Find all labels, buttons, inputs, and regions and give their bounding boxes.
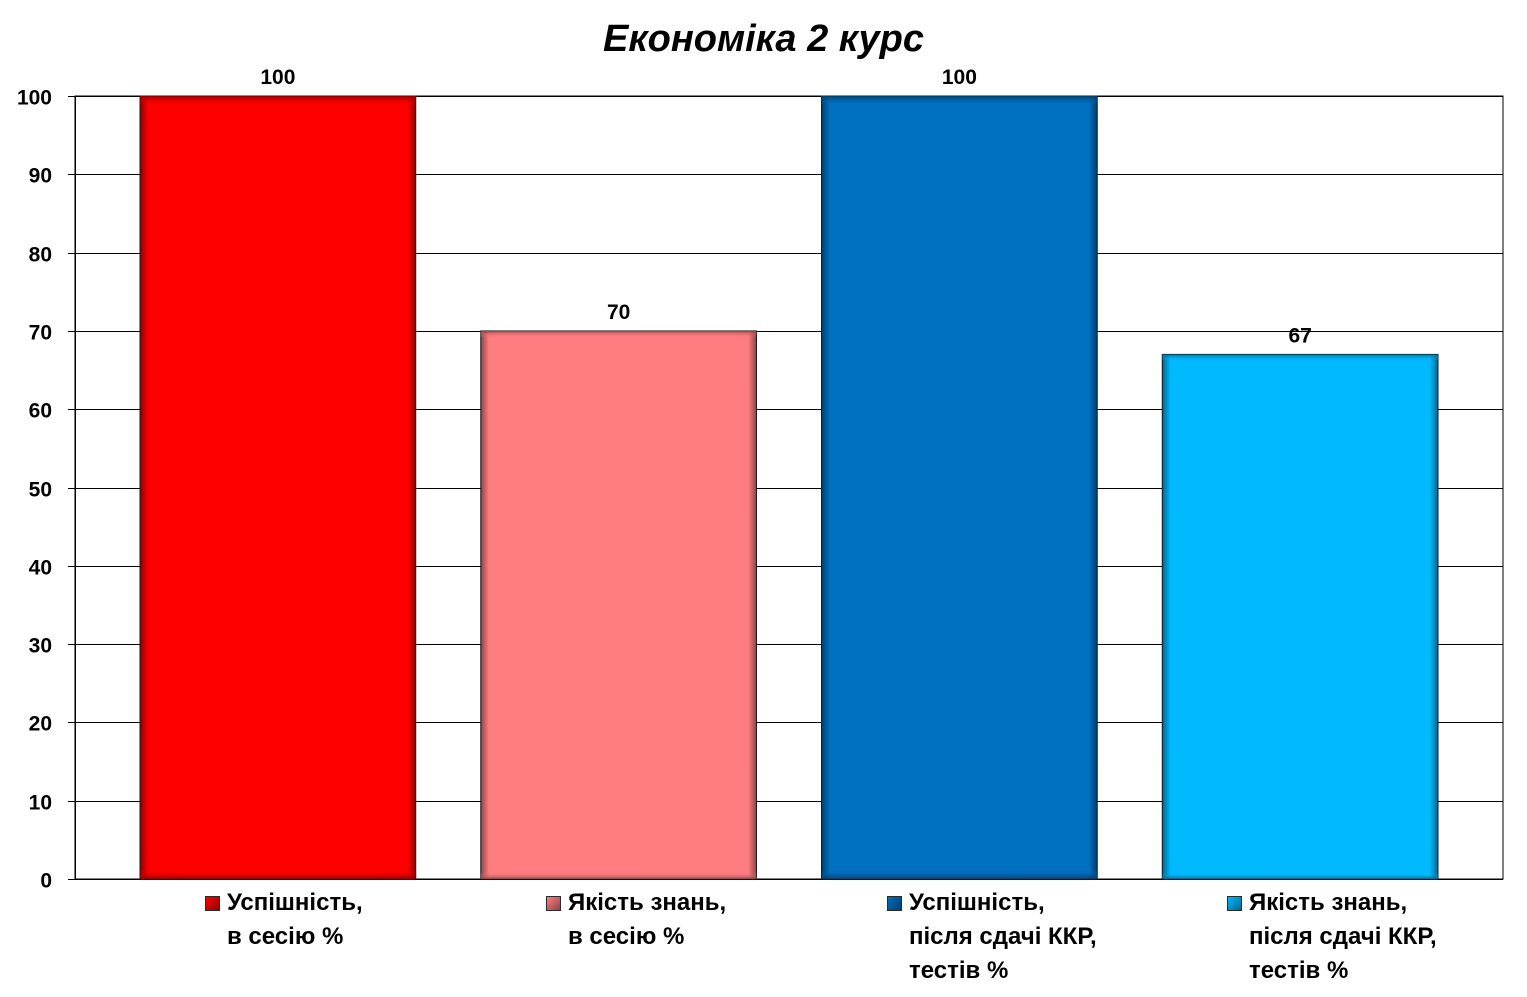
y-tick-label: 30 (29, 635, 52, 658)
legend-item: Успішність, після сдачі ККР, тестів % (887, 886, 1097, 988)
legend-swatch (887, 896, 902, 911)
data-label: 100 (260, 66, 295, 89)
legend: Успішність, в сесію % Якість знань, в сес… (0, 886, 1527, 997)
bars (140, 96, 1438, 879)
chart-title: Економіка 2 курс (0, 18, 1527, 61)
legend-label: Якість знань, в сесію % (568, 886, 726, 954)
legend-item: Якість знань, в сесію % (546, 886, 726, 954)
bar-1-shade (140, 96, 416, 879)
legend-swatch (546, 896, 561, 911)
y-tick-label: 20 (29, 713, 52, 736)
y-tick-label: 50 (29, 479, 52, 502)
legend-swatch (205, 896, 220, 911)
bar-3-shade (822, 96, 1098, 879)
chart-canvas: 0102030405060708090100 1007010067 (0, 0, 1527, 997)
legend-item: Якість знань, після сдачі ККР, тестів % (1227, 886, 1437, 988)
y-tick-label: 70 (29, 322, 52, 345)
y-tick-label: 10 (29, 792, 52, 815)
legend-swatch (1227, 896, 1242, 911)
legend-label: Успішність, в сесію % (227, 886, 363, 954)
legend-label: Успішність, після сдачі ККР, тестів % (909, 886, 1097, 988)
y-tick-label: 80 (29, 244, 52, 267)
data-label: 67 (1288, 324, 1311, 347)
bar-4-shade (1162, 354, 1438, 879)
y-tick-label: 90 (29, 165, 52, 188)
data-labels: 100 70 100 67 (260, 66, 1311, 347)
y-tick-label: 100 (17, 87, 52, 110)
bar-2-shade (481, 331, 757, 879)
data-label: 70 (607, 301, 630, 324)
y-tick-label: 40 (29, 557, 52, 580)
legend-item: Успішність, в сесію % (205, 886, 363, 954)
y-tick-label: 60 (29, 400, 52, 423)
chart: 0 10 20 30 40 50 60 70 80 90 100 100 70 100 67 Економ… (0, 0, 1527, 997)
legend-label: Якість знань, після сдачі ККР, тестів % (1249, 886, 1437, 988)
data-label: 100 (942, 66, 977, 89)
